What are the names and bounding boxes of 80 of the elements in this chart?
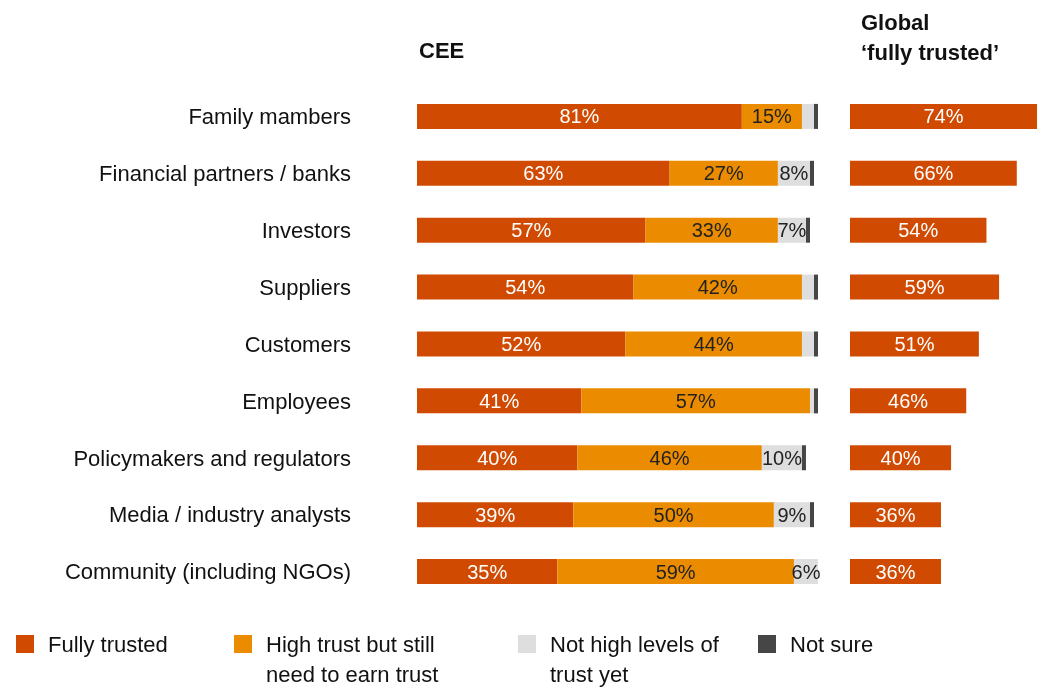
y-tick-label: Employees bbox=[242, 388, 351, 414]
legend-label: Not sure bbox=[790, 631, 875, 659]
data-label: 46% bbox=[649, 446, 690, 469]
bar bbox=[557, 559, 794, 585]
data-label: 40% bbox=[477, 446, 518, 469]
data-label: 40% bbox=[880, 446, 921, 469]
bar bbox=[801, 274, 814, 300]
data-label: 81% bbox=[559, 105, 600, 128]
bar bbox=[633, 274, 802, 300]
bar bbox=[625, 331, 802, 357]
bar bbox=[417, 217, 646, 243]
bar bbox=[850, 160, 1017, 186]
legend-label: High trust but still need to earn trust bbox=[266, 631, 440, 688]
data-label: 51% bbox=[894, 332, 935, 355]
data-label: 59% bbox=[655, 560, 696, 583]
bar bbox=[809, 160, 814, 186]
data-label: 35% bbox=[467, 560, 508, 583]
data-label: 36% bbox=[875, 560, 916, 583]
chart-title: CEE bbox=[419, 37, 465, 65]
bar bbox=[809, 502, 814, 528]
data-label: 10% bbox=[761, 446, 803, 469]
data-label: 36% bbox=[875, 503, 916, 526]
data-label: 44% bbox=[693, 332, 734, 355]
bar bbox=[417, 274, 634, 300]
bar bbox=[809, 388, 814, 414]
bar bbox=[813, 274, 818, 300]
data-label: 15% bbox=[751, 105, 793, 128]
bar bbox=[417, 502, 574, 528]
y-tick-label: Policymakers and regulators bbox=[73, 445, 351, 471]
y-tick-label: Customers bbox=[244, 331, 351, 357]
data-label: 8% bbox=[779, 162, 809, 185]
y-tick-label: Suppliers bbox=[259, 274, 351, 300]
data-label: 57% bbox=[675, 389, 716, 412]
data-label: 41% bbox=[479, 389, 520, 412]
y-tick-label: Media / industry analysts bbox=[108, 502, 351, 528]
y-tick-label: Family mambers bbox=[188, 104, 351, 130]
y-tick-label: Investors bbox=[261, 218, 351, 244]
bar bbox=[417, 160, 670, 186]
data-label: 33% bbox=[691, 219, 732, 242]
data-label: 42% bbox=[697, 276, 738, 299]
data-label: 39% bbox=[475, 503, 516, 526]
bar bbox=[801, 331, 814, 357]
data-label: 46% bbox=[888, 389, 929, 412]
legend-label: Not high levels of trust yet bbox=[550, 631, 720, 688]
data-label: 66% bbox=[913, 162, 954, 185]
bar bbox=[417, 388, 582, 414]
bar bbox=[813, 388, 818, 414]
data-label: 54% bbox=[898, 219, 939, 242]
bar bbox=[801, 445, 806, 471]
bar bbox=[805, 217, 810, 243]
bar bbox=[581, 388, 810, 414]
bar bbox=[850, 331, 979, 357]
chart-title: Global ‘fully trusted’ bbox=[861, 9, 1000, 67]
data-label: 57% bbox=[511, 219, 552, 242]
data-label: 27% bbox=[703, 162, 744, 185]
bar bbox=[850, 103, 1037, 129]
data-label: 9% bbox=[777, 503, 807, 526]
data-label: 54% bbox=[505, 276, 546, 299]
bar bbox=[417, 445, 578, 471]
legend-label: Fully trusted bbox=[48, 631, 169, 659]
bar bbox=[417, 559, 558, 585]
bar bbox=[417, 103, 742, 129]
bar bbox=[850, 217, 987, 243]
y-tick-label: Financial partners / banks bbox=[99, 161, 351, 187]
bar bbox=[801, 103, 814, 129]
bar bbox=[577, 445, 762, 471]
data-label: 74% bbox=[923, 105, 964, 128]
data-label: 50% bbox=[653, 503, 694, 526]
bar bbox=[813, 103, 818, 129]
bar bbox=[813, 331, 818, 357]
bar bbox=[669, 160, 778, 186]
y-tick-label: Community (including NGOs) bbox=[64, 559, 351, 585]
bar bbox=[573, 502, 774, 528]
data-label: 63% bbox=[523, 162, 564, 185]
bar bbox=[850, 274, 1000, 300]
data-label: 59% bbox=[904, 276, 945, 299]
bar bbox=[645, 217, 778, 243]
data-label: 7% bbox=[777, 219, 807, 242]
bar bbox=[417, 331, 626, 357]
data-label: 52% bbox=[501, 332, 542, 355]
